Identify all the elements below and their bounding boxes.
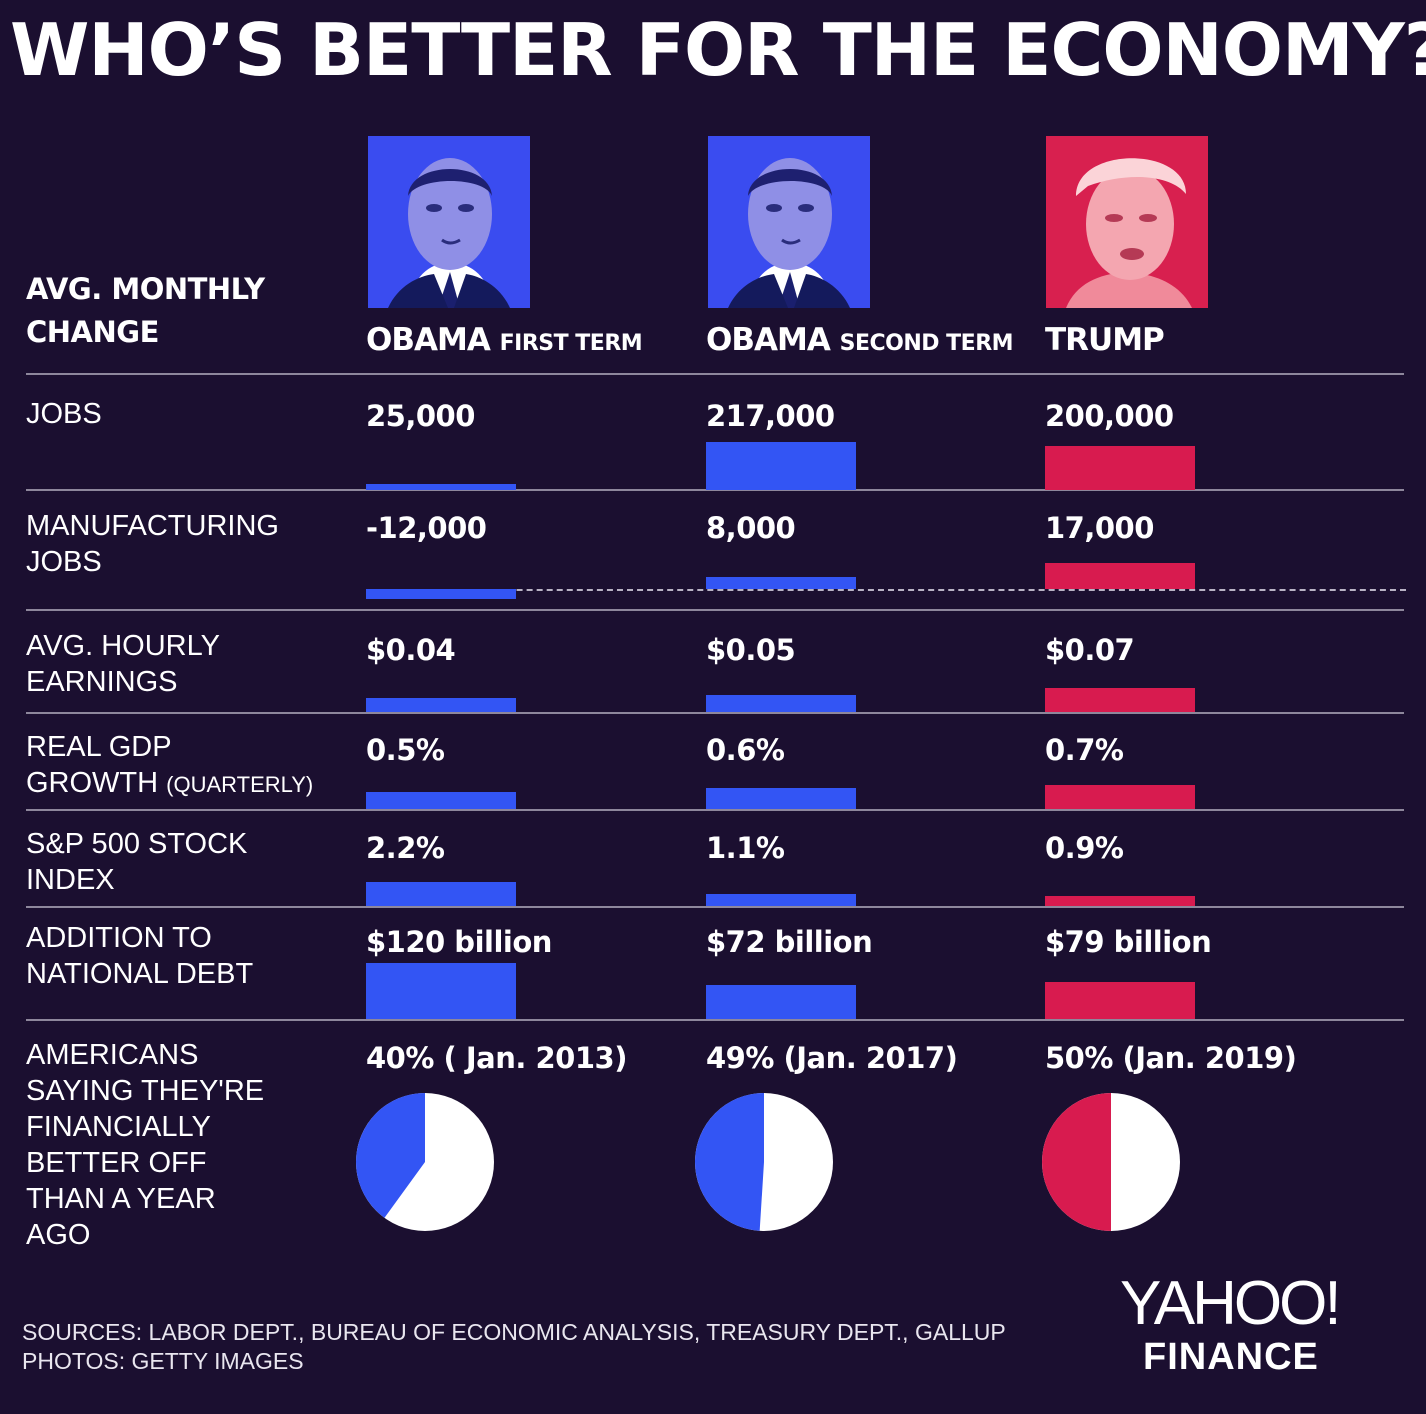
value-label: $0.07 [1045, 633, 1135, 667]
value-label: 0.6% [706, 733, 785, 767]
column-header-obama-second-term: OBAMA SECOND TERM [706, 322, 1014, 358]
value-label: 49% (Jan. 2017) [706, 1041, 958, 1075]
pie-slice [694, 1093, 764, 1231]
row-label-real-gdp-growth: REAL GDP GROWTH (QUARTERLY) [26, 731, 314, 799]
pie-chart-obama-second-term [694, 1093, 833, 1231]
obama-first-term-photo [368, 136, 530, 308]
pie-slice [356, 1093, 425, 1218]
yahoo-logo-text: YAHOO! [1120, 1269, 1342, 1338]
row-label-national-debt: ADDITION TO NATIONAL DEBT [26, 922, 254, 990]
value-label: $0.05 [706, 633, 796, 667]
bar-sp500 [366, 882, 516, 906]
bar-national-debt [366, 963, 516, 1019]
pie-chart-obama-first-term [356, 1093, 494, 1231]
bar-manufacturing-jobs [1045, 563, 1195, 589]
value-label: 50% (Jan. 2019) [1045, 1041, 1297, 1075]
row-label-avg-hourly-earnings: AVG. HOURLY EARNINGS [26, 630, 220, 698]
row-label-jobs: JOBS [26, 398, 102, 430]
finance-logo-text: FINANCE [1143, 1336, 1319, 1378]
bar-avg-hourly-earnings [706, 694, 856, 712]
row-divider [26, 712, 1404, 714]
value-label: 8,000 [706, 511, 796, 545]
table-corner-header: AVG. MONTHLY CHANGE [26, 268, 326, 354]
row-divider [26, 809, 1404, 811]
zero-baseline [366, 589, 1406, 591]
corner-header-line: AVG. MONTHLY [26, 272, 265, 306]
pie-slice [1042, 1093, 1111, 1231]
value-label: 2.2% [366, 831, 445, 865]
bar-jobs [706, 442, 856, 490]
value-label: $120 billion [366, 925, 552, 959]
bar-real-gdp-growth [706, 788, 856, 809]
bar-real-gdp-growth [1045, 785, 1195, 809]
trump-photo [1046, 136, 1208, 308]
bar-sp500 [1045, 896, 1195, 906]
row-label-financially-better-off: AMERICANS SAYING THEY'RE FINANCIALLY BET… [26, 1039, 265, 1251]
value-label: $0.04 [366, 633, 456, 667]
bar-national-debt [1045, 982, 1195, 1019]
value-label: 17,000 [1045, 511, 1154, 545]
column-header-obama-first-term: OBAMA FIRST TERM [366, 322, 643, 358]
value-label: -12,000 [366, 511, 487, 545]
row-divider [26, 609, 1404, 611]
bar-jobs [366, 484, 516, 490]
bar-manufacturing-jobs [706, 576, 856, 589]
value-label: 0.7% [1045, 733, 1124, 767]
row-label-sp500: S&P 500 STOCK INDEX [26, 828, 248, 896]
row-divider [26, 489, 1404, 491]
column-header-trump: TRUMP [1045, 322, 1165, 358]
value-label: 200,000 [1045, 399, 1174, 433]
sources-note: SOURCES: LABOR DEPT., BUREAU OF ECONOMIC… [22, 1319, 1006, 1374]
pie-chart-trump [1042, 1093, 1180, 1231]
value-label: 1.1% [706, 831, 785, 865]
row-divider [26, 1019, 1404, 1021]
obama-second-term-photo [708, 136, 870, 308]
row-divider [26, 373, 1404, 375]
page-title: WHO’S BETTER FOR THE ECONOMY? [10, 8, 1426, 92]
bar-manufacturing-jobs [366, 589, 516, 600]
value-label: $79 billion [1045, 925, 1212, 959]
value-label: 40% ( Jan. 2013) [366, 1041, 627, 1075]
value-label: $72 billion [706, 925, 873, 959]
bar-avg-hourly-earnings [1045, 688, 1195, 712]
value-label: 0.9% [1045, 831, 1124, 865]
value-label: 0.5% [366, 733, 445, 767]
bar-sp500 [706, 894, 856, 906]
bar-jobs [1045, 445, 1195, 490]
corner-header-line: CHANGE [26, 315, 159, 349]
value-label: 25,000 [366, 399, 475, 433]
bar-avg-hourly-earnings [366, 698, 516, 712]
bar-national-debt [706, 985, 856, 1019]
row-label-manufacturing-jobs: MANUFACTURING JOBS [26, 510, 279, 578]
row-divider [26, 906, 1404, 908]
bar-real-gdp-growth [366, 791, 516, 809]
value-label: 217,000 [706, 399, 835, 433]
